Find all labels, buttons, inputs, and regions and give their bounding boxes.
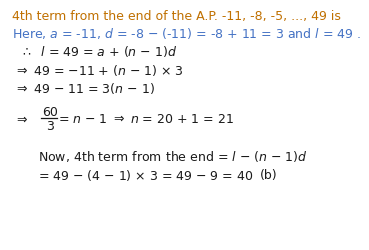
Text: = 49 $-$ (4 $-$ 1) $\times$ 3 = 49 $-$ 9 = 40: = 49 $-$ (4 $-$ 1) $\times$ 3 = 49 $-$ 9… xyxy=(38,168,253,182)
Text: Now, 4th term from the end = $l$ $-$ ($n$ $-$ 1)$d$: Now, 4th term from the end = $l$ $-$ ($n… xyxy=(38,148,307,163)
Text: Here, $a$ = -11, $d$ = -8 $-$ (-11) = -8 + 11 = 3 and $l$ = 49 .: Here, $a$ = -11, $d$ = -8 $-$ (-11) = -8… xyxy=(11,26,361,41)
Text: $\Rightarrow$ 49 = $-$11 + ($n$ $-$ 1) $\times$ 3: $\Rightarrow$ 49 = $-$11 + ($n$ $-$ 1) $… xyxy=(14,62,184,78)
Text: (b): (b) xyxy=(259,169,277,181)
Text: 60: 60 xyxy=(42,105,58,118)
Text: $\Rightarrow$ 49 $-$ 11 = 3($n$ $-$ 1): $\Rightarrow$ 49 $-$ 11 = 3($n$ $-$ 1) xyxy=(14,80,155,95)
Text: $\Rightarrow$: $\Rightarrow$ xyxy=(14,112,29,125)
Text: 3: 3 xyxy=(46,120,54,133)
Text: $\therefore$  $l$ = 49 = $a$ + ($n$ $-$ 1)$d$: $\therefore$ $l$ = 49 = $a$ + ($n$ $-$ 1… xyxy=(20,44,177,59)
Text: 4th term from the end of the A.P. -11, -8, -5, ..., 49 is: 4th term from the end of the A.P. -11, -… xyxy=(11,10,341,23)
Text: = $n$ $-$ 1 $\Rightarrow$ $n$ = 20 + 1 = 21: = $n$ $-$ 1 $\Rightarrow$ $n$ = 20 + 1 =… xyxy=(58,112,234,125)
